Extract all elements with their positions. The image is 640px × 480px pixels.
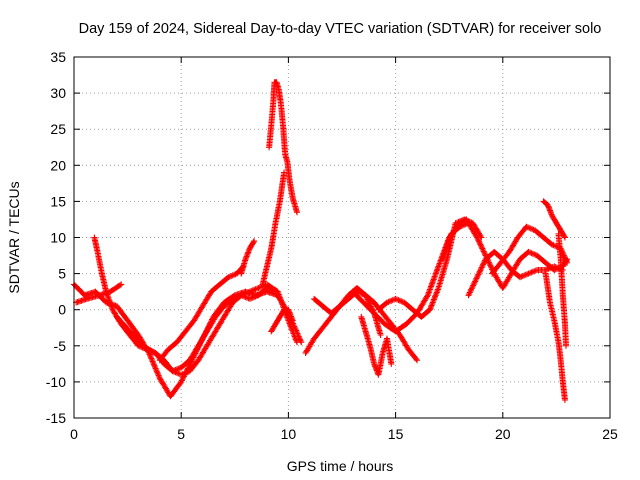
y-tick-label: 10 bbox=[50, 230, 66, 246]
x-tick-label: 25 bbox=[602, 426, 618, 442]
data-points bbox=[156, 263, 247, 364]
series-track-5 bbox=[156, 263, 247, 364]
data-points bbox=[113, 285, 277, 378]
data-points bbox=[465, 248, 566, 299]
series-track-6 bbox=[238, 238, 258, 277]
y-tick-label: 15 bbox=[50, 193, 66, 209]
series-track-2 bbox=[73, 281, 125, 306]
y-tick-label: -15 bbox=[46, 410, 66, 426]
y-axis-label: SDTVAR / TECUs bbox=[6, 181, 22, 293]
series-track-7 bbox=[266, 79, 300, 216]
data-points bbox=[358, 313, 395, 378]
y-tick-label: 20 bbox=[50, 157, 66, 173]
y-tick-label: 35 bbox=[50, 49, 66, 65]
tick-layer: -15 -10 -5 0 5 10 15 20 25 30 35 0 5 10 15 20 25 bbox=[46, 49, 618, 442]
series-track-18 bbox=[540, 198, 568, 241]
data-layer bbox=[71, 79, 571, 403]
x-tick-label: 5 bbox=[177, 426, 185, 442]
series-track-4 bbox=[113, 285, 277, 378]
data-points bbox=[540, 198, 568, 241]
x-tick-label: 0 bbox=[70, 426, 78, 442]
y-tick-label: 25 bbox=[50, 121, 66, 137]
data-points bbox=[268, 306, 296, 335]
y-tick-label: 0 bbox=[58, 302, 66, 318]
x-tick-label: 20 bbox=[495, 426, 511, 442]
x-tick-label: 10 bbox=[281, 426, 297, 442]
x-axis-label: GPS time / hours bbox=[287, 458, 394, 474]
data-points bbox=[259, 169, 288, 288]
series-track-8 bbox=[259, 169, 288, 288]
data-points bbox=[542, 270, 568, 403]
grid-layer bbox=[74, 57, 610, 418]
y-tick-label: -10 bbox=[46, 374, 66, 390]
series-track-9 bbox=[268, 306, 296, 335]
y-tick-label: -5 bbox=[54, 338, 67, 354]
x-tick-label: 15 bbox=[388, 426, 404, 442]
data-points bbox=[238, 238, 258, 277]
data-points bbox=[73, 281, 125, 306]
series-track-20 bbox=[555, 230, 569, 349]
data-points bbox=[555, 230, 569, 349]
series-track-16 bbox=[465, 248, 566, 299]
data-points bbox=[266, 79, 300, 216]
y-tick-label: 30 bbox=[50, 85, 66, 101]
series-track-19 bbox=[542, 270, 568, 403]
y-tick-label: 5 bbox=[58, 266, 66, 282]
chart-title: Day 159 of 2024, Sidereal Day-to-day VTE… bbox=[79, 21, 602, 37]
series-track-12 bbox=[358, 313, 395, 378]
